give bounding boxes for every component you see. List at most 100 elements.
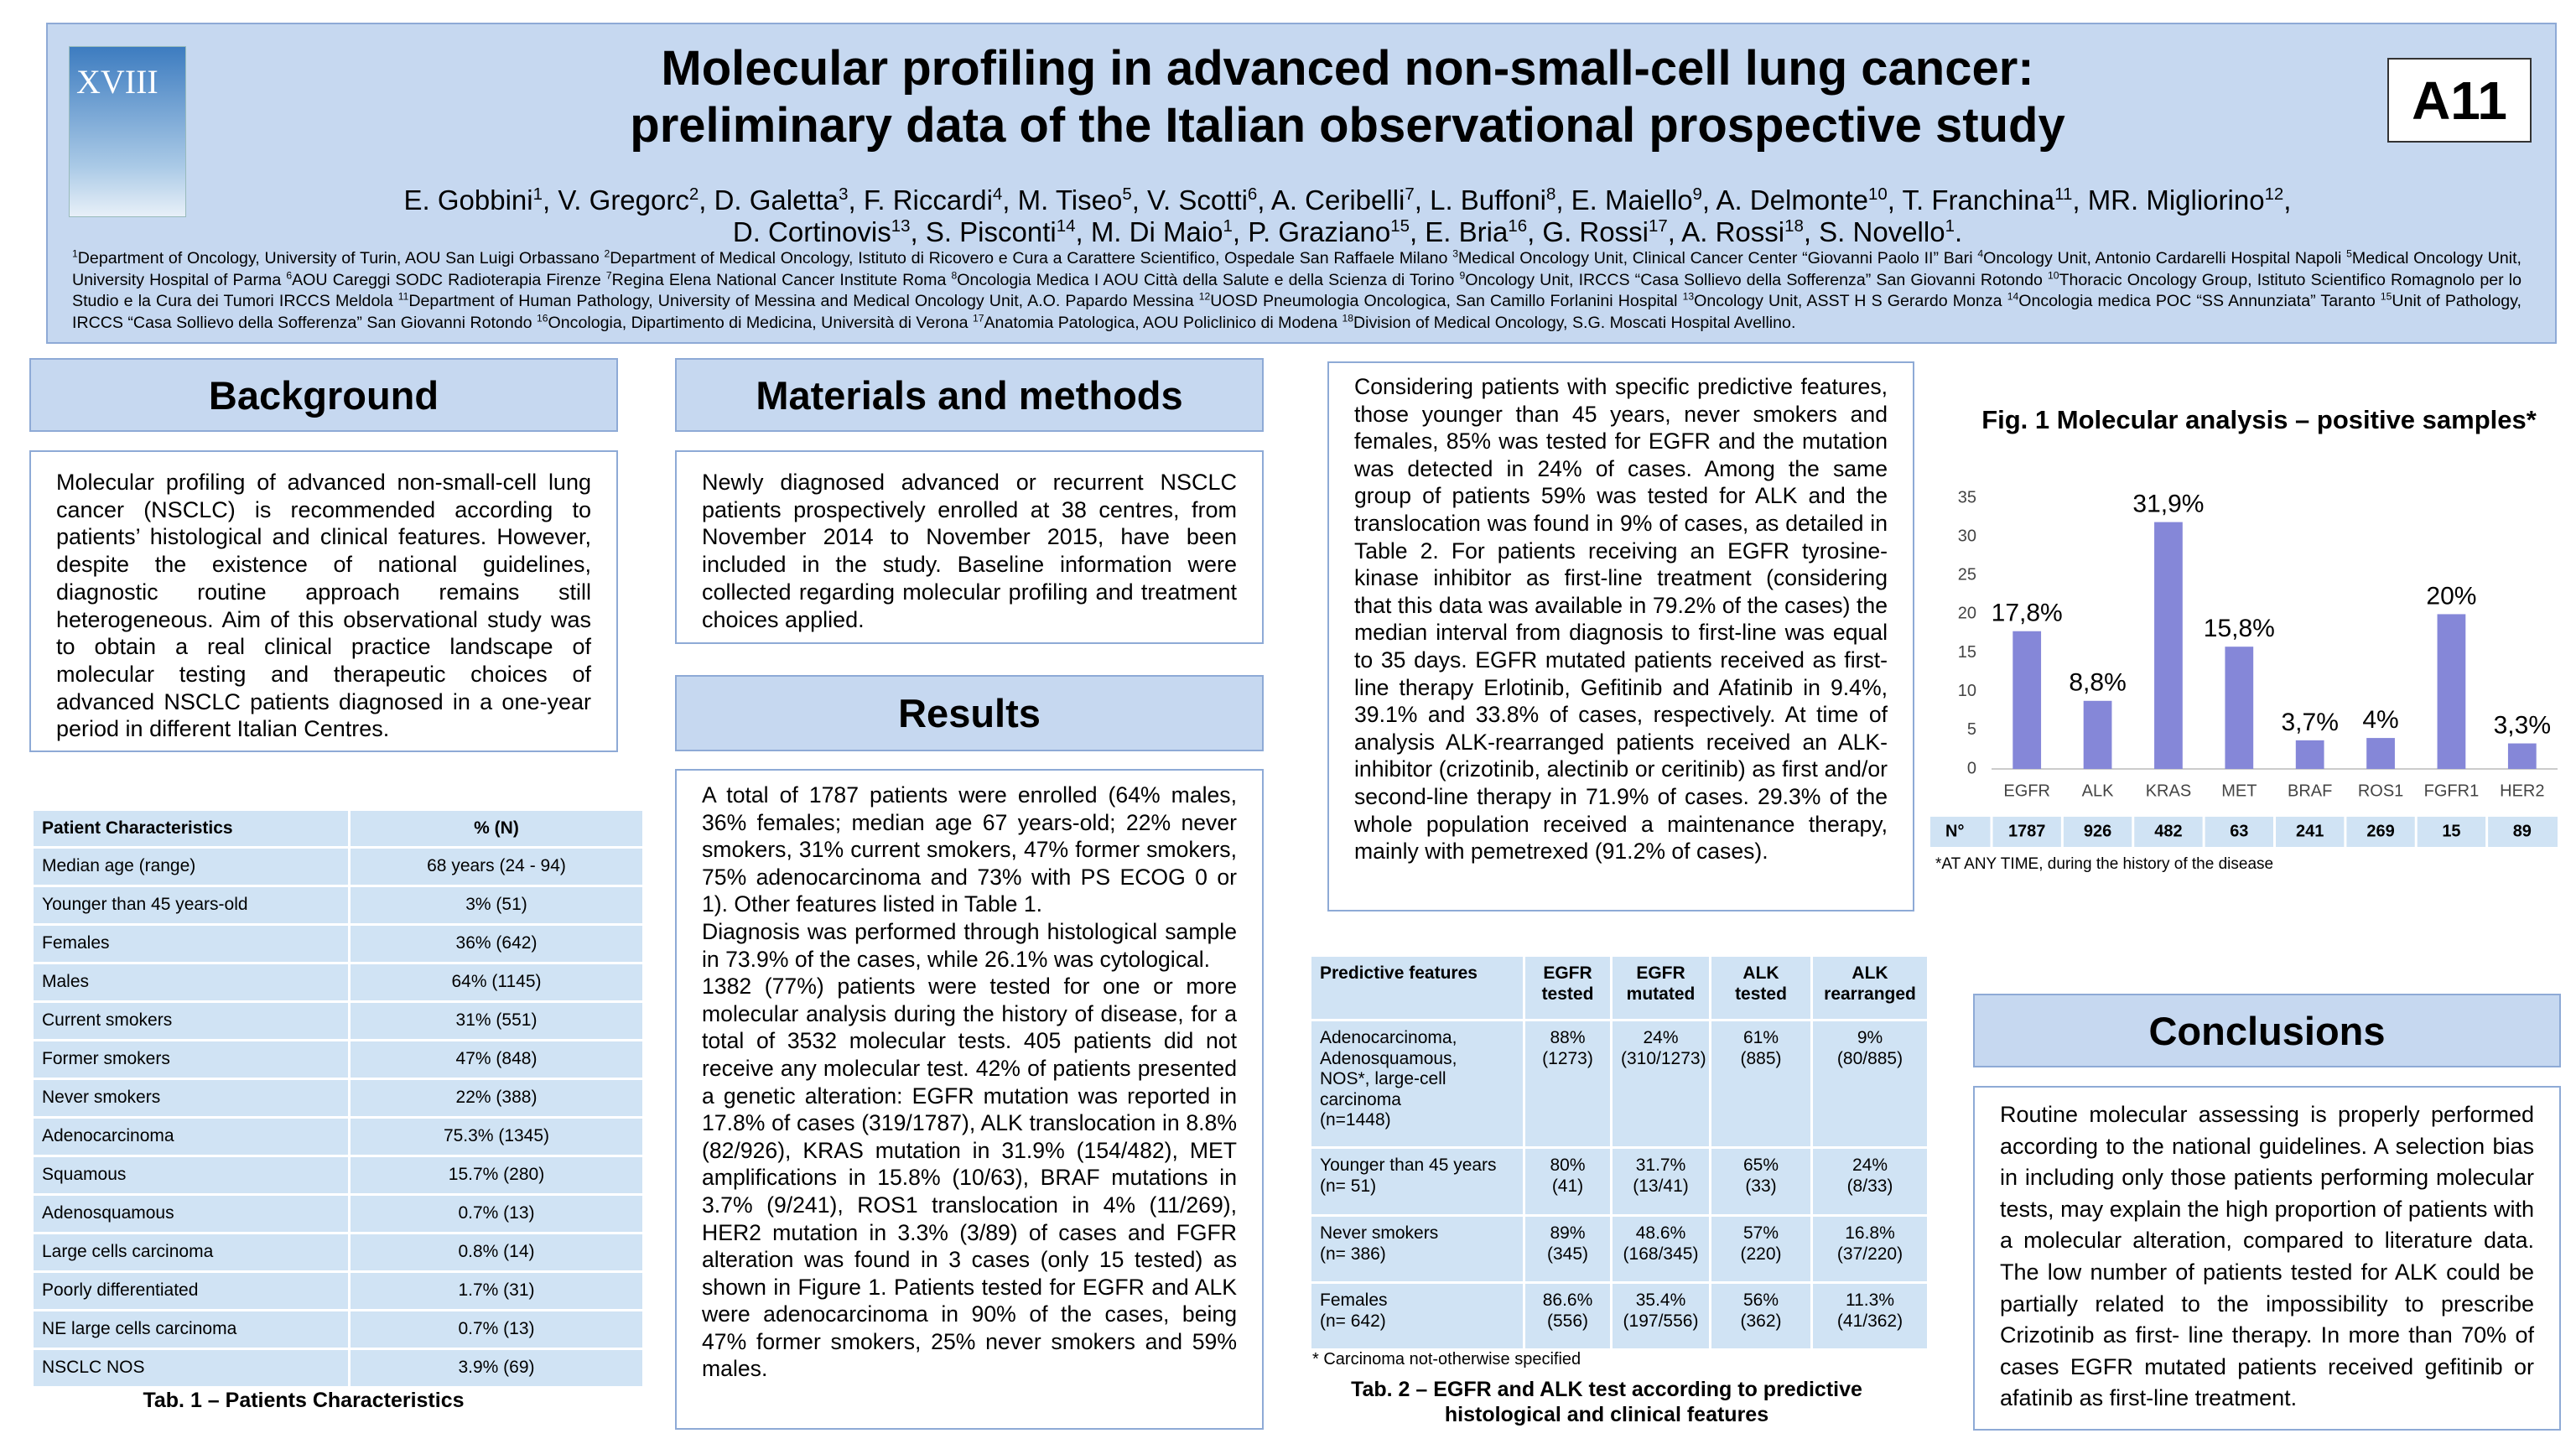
cell: 11.3% (41/362) (1810, 1281, 1929, 1351)
header-cell: EGFR tested (1523, 954, 1613, 1021)
author-sup: 1 (1223, 216, 1233, 236)
author-sep: , (1803, 216, 1820, 247)
table: Patient Characteristics% (N) Median age (… (31, 808, 645, 1389)
value-label: 15,8% (2204, 615, 2275, 642)
n-count: 269 (2366, 822, 2394, 840)
cell: 80% (41) (1523, 1146, 1613, 1217)
author-sep: , (1002, 184, 1018, 216)
affiliation-sup: 7 (605, 268, 612, 281)
conclusions-text: Routine molecular assessing is properly … (1973, 1086, 2561, 1431)
value-label: 4% (2362, 706, 2398, 734)
row: Adenocarcinoma, Adenosquamous, NOS*, lar… (1309, 1019, 1929, 1149)
author-name: E. Bria (1425, 216, 1509, 247)
author-sep: , (1667, 216, 1682, 247)
cell: 31.7% (13/41) (1610, 1146, 1711, 1217)
author-name: A. Rossi (1681, 216, 1785, 247)
cell: Poorly differentiated (31, 1270, 351, 1311)
cell: NE large cells carcinoma (31, 1309, 351, 1350)
cell: 36% (642) (348, 923, 645, 964)
cell: 1.7% (31) (348, 1270, 645, 1311)
cell: Former smokers (31, 1039, 351, 1080)
author-sep: , (1555, 184, 1571, 216)
row: Adenocarcinoma 75.3% (1345) (31, 1116, 645, 1157)
cell: Squamous (31, 1155, 351, 1196)
author-sep: , (1414, 184, 1431, 216)
logo: XVIII (69, 46, 186, 217)
y-tick-label: 30 (1958, 527, 1976, 545)
author-sep: , (1701, 184, 1716, 216)
cell: 61% (885) (1709, 1019, 1813, 1149)
author-sup: 15 (1390, 216, 1410, 236)
bar (2295, 740, 2324, 769)
affiliation-sup: 5 (2346, 247, 2352, 260)
cell: 24% (310/1273) (1610, 1019, 1711, 1149)
author-sup: 18 (1784, 216, 1804, 236)
row: Current smokers 31% (551) (31, 1000, 645, 1041)
row: Younger than 45 years (n= 51) 80% (41) 31.… (1309, 1146, 1929, 1217)
author-sep: , (1075, 216, 1091, 247)
author-sep: , (848, 184, 864, 216)
author-sep: , (699, 184, 714, 216)
affiliation: Medical Oncology Unit, Clinical Cancer C… (1457, 249, 1978, 267)
table-caption: Tab. 2 – EGFR and ALK test according to … (1351, 1378, 1862, 1426)
header-cell: Predictive features (1309, 954, 1525, 1021)
affiliation-sup: 2 (604, 247, 610, 260)
section-heading: Conclusions (1973, 994, 2561, 1067)
paragraph: Newly diagnosed advanced or recurrent NS… (702, 470, 1237, 632)
affiliation: Oncology Unit, IRCCS “Casa Sollievo dell… (1465, 270, 2049, 289)
affiliation-sup: 14 (2007, 290, 2019, 303)
header-cell: % (N) (348, 808, 645, 849)
row: Adenosquamous 0.7% (13) (31, 1193, 645, 1234)
badge: A11 (2387, 58, 2532, 143)
author-sep: , (542, 184, 558, 216)
cell: 3.9% (69) (348, 1348, 645, 1389)
cell: 0.8% (14) (348, 1232, 645, 1273)
author-sep: , (1257, 184, 1271, 216)
paragraph: Considering patients with specific predi… (1354, 374, 1888, 865)
y-tick-label: 15 (1958, 643, 1976, 662)
title-line: Molecular profiling in advanced non-smal… (661, 41, 2034, 96)
chart: Fig. 1 Molecular analysis – positive sam… (1930, 405, 2558, 873)
cell: Large cells carcinoma (31, 1232, 351, 1273)
paragraph: Diagnosis was performed through histolog… (702, 918, 1237, 972)
affiliation: Anatomia Patologica, AOU Policlinico di … (984, 313, 1343, 332)
author-sup: 12 (2264, 184, 2284, 204)
header-cell: EGFR mutated (1610, 954, 1711, 1021)
section-heading: Results (675, 675, 1264, 751)
x-tick-label: FGFR1 (2424, 782, 2480, 800)
bar (2225, 647, 2254, 769)
author-name: MR. Migliorino (2087, 184, 2265, 216)
n-count: 241 (2296, 822, 2324, 840)
affiliation-sup: 4 (1977, 247, 1984, 260)
affiliation-sup: 15 (2380, 290, 2392, 303)
title-line: preliminary data of the Italian observat… (630, 98, 2065, 153)
affiliation-sup: 18 (1342, 311, 1353, 324)
affiliation-sup: 12 (1198, 290, 1211, 303)
author-line: E. Gobbini1, V. Gregorc2, D. Galetta3, F… (48, 184, 2576, 216)
author-sep: , (910, 216, 926, 247)
x-tick-label: ALK (2082, 782, 2114, 800)
author-sep: . (1954, 216, 1963, 247)
author-sep: , (2072, 184, 2088, 216)
author-sup: 17 (1648, 216, 1668, 236)
row: Former smokers 47% (848) (31, 1039, 645, 1080)
x-tick-label: MET (2221, 782, 2257, 800)
cell: 22% (388) (348, 1078, 645, 1119)
author-sep: , (1232, 216, 1249, 247)
header-cell: Patient Characteristics (31, 808, 351, 849)
chart-footnote: *AT ANY TIME, during the history of the … (1935, 855, 2273, 873)
y-tick-label: 5 (1967, 720, 1976, 739)
logo-text: XVIII (76, 63, 158, 101)
n-count: 926 (2084, 822, 2111, 840)
x-tick-label: HER2 (2500, 782, 2544, 800)
cell: 24% (8/33) (1810, 1146, 1929, 1217)
results-text: A total of 1787 patients were enrolled (… (675, 769, 1264, 1430)
cell: 31% (551) (348, 1000, 645, 1041)
author-sup: 10 (1868, 184, 1888, 204)
author-sup: 6 (1247, 184, 1258, 204)
affiliation-sup: 9 (1459, 268, 1466, 281)
cell: 86.6% (556) (1523, 1281, 1613, 1351)
affiliation-sup: 16 (537, 311, 548, 324)
header-cell: ALK rearranged (1810, 954, 1929, 1021)
